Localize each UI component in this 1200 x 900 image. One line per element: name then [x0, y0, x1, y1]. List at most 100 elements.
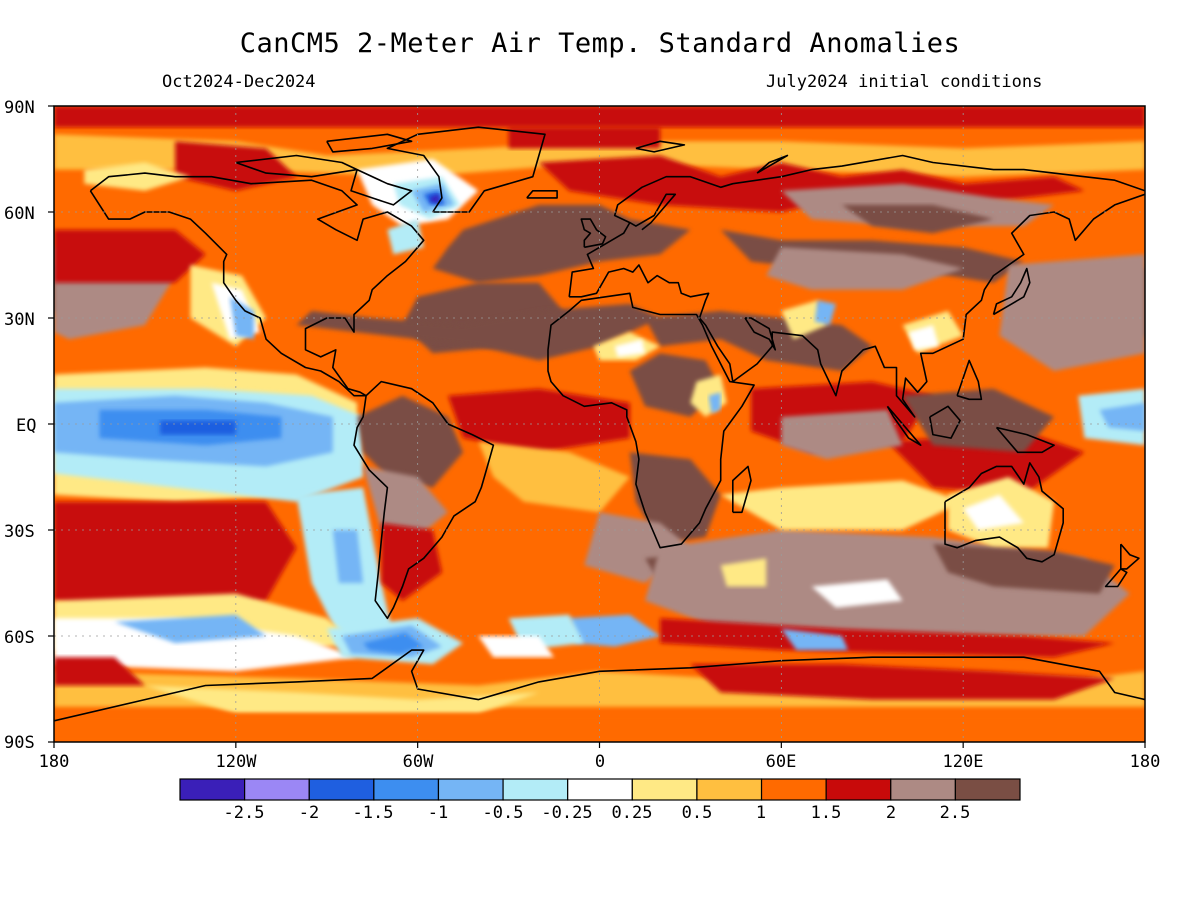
- coastline-segment: [580, 218, 607, 249]
- coastline-segment: [992, 267, 1031, 316]
- anomaly-region: [478, 636, 554, 658]
- anomaly-region: [84, 162, 191, 191]
- lon-label-60w: 60W: [403, 752, 434, 772]
- anomaly-region: [508, 127, 661, 149]
- coastline-segment: [353, 380, 495, 620]
- lon-label-180w: 180: [39, 752, 70, 772]
- lon-labels: 180 120W 60W 0 60E 120E 180: [39, 752, 1161, 772]
- coastline-segment: [547, 292, 755, 549]
- coastline-segment: [568, 154, 1145, 297]
- colorbar-label: -2: [299, 803, 319, 823]
- colorbar-swatch: [954, 778, 1021, 801]
- anomaly-region: [381, 522, 442, 601]
- lat-label-30n: 30N: [4, 310, 35, 330]
- anomaly-region: [432, 204, 691, 283]
- colorbar-swatch: [567, 778, 633, 801]
- colorbar-label: 2.5: [940, 803, 971, 823]
- anomaly-region: [296, 303, 661, 361]
- colorbar-swatch: [308, 778, 375, 801]
- coastline-segment: [1120, 543, 1140, 570]
- anomaly-region: [54, 618, 358, 672]
- anomaly-region: [720, 558, 767, 587]
- anomaly-region: [781, 409, 903, 460]
- colorbar-label: 0.25: [612, 803, 653, 823]
- anomaly-region: [811, 579, 903, 608]
- anomaly-region: [478, 441, 630, 513]
- coastline-segment: [326, 133, 413, 153]
- anomaly-region: [114, 614, 267, 644]
- anomaly-region: [999, 254, 1145, 371]
- anomaly-region: [54, 713, 1145, 742]
- anomaly-region: [54, 229, 206, 283]
- anomaly-region: [54, 106, 1145, 128]
- anomaly-region: [332, 530, 364, 583]
- colorbar-swatch: [631, 778, 698, 801]
- coastline-segment: [526, 190, 558, 199]
- coastline-segment: [635, 140, 686, 153]
- anomaly-region: [963, 494, 1024, 530]
- map-title: CanCM5 2-Meter Air Temp. Standard Anomal…: [239, 28, 961, 59]
- anomaly-region: [614, 339, 645, 357]
- anomaly-region: [629, 452, 721, 545]
- colorbar-swatch: [890, 778, 956, 801]
- anomaly-region: [569, 614, 661, 647]
- axis-ticks: [48, 105, 1146, 748]
- anomaly-region: [841, 204, 994, 234]
- lon-label-120w: 120W: [216, 752, 258, 772]
- anomaly-region: [357, 395, 464, 488]
- anomaly-region: [229, 296, 254, 340]
- colorbar-swatch: [696, 778, 763, 801]
- anomaly-region: [387, 219, 424, 255]
- lon-label-60e: 60E: [766, 752, 797, 772]
- grid-lines: [54, 106, 1145, 742]
- coastline-segment: [629, 193, 677, 231]
- anomaly-region: [429, 194, 439, 204]
- lat-label-60s: 60S: [4, 628, 35, 648]
- colorbar: [179, 778, 1021, 801]
- anomaly-region: [363, 632, 424, 654]
- colorbar-label: -2.5: [224, 803, 265, 823]
- colorbar-label: -0.25: [541, 803, 592, 823]
- coastline-segment: [944, 462, 1064, 563]
- lat-labels: 90N 60N 30N EQ 30S 60S 90S: [4, 98, 36, 753]
- anomaly-region: [781, 300, 827, 340]
- coastline-segment: [1104, 568, 1128, 588]
- initial-conditions: July2024 initial conditions: [766, 72, 1043, 92]
- anomaly-region: [690, 664, 1115, 700]
- lon-label-120e: 120E: [943, 752, 984, 772]
- colorbar-labels: -2.5 -2 -1.5 -1 -0.5 -0.25 0.25 0.5 1 1.…: [224, 803, 971, 823]
- lat-label-30s: 30S: [4, 522, 35, 542]
- colorbar-swatch: [244, 778, 310, 801]
- coastline-segment: [350, 168, 413, 206]
- coastline-segment: [386, 126, 546, 213]
- colorbar-label: 0.5: [682, 803, 713, 823]
- anomaly-region: [175, 141, 297, 191]
- lon-label-180e: 180: [1130, 752, 1161, 772]
- colorbar-swatch: [373, 778, 440, 801]
- lat-label-90n: 90N: [4, 98, 35, 118]
- anomaly-region: [160, 420, 236, 435]
- colorbar-label: 2: [886, 803, 896, 823]
- anomaly-region: [887, 431, 1085, 495]
- anomaly-region: [908, 325, 939, 350]
- colorbar-label: -1: [428, 803, 448, 823]
- coastline-segment: [886, 405, 922, 446]
- colorbar-label: 1: [756, 803, 766, 823]
- coastline-segment: [744, 317, 777, 351]
- colorbar-swatch: [179, 778, 246, 801]
- colorbar-label: 1.5: [811, 803, 842, 823]
- coastline-segment: [929, 405, 961, 439]
- anomaly-region: [814, 300, 836, 326]
- anomaly-field: [54, 106, 1145, 742]
- anomaly-region: [766, 247, 964, 290]
- anomaly-region: [708, 392, 721, 414]
- anomaly-region: [144, 685, 539, 714]
- anomaly-region: [54, 657, 145, 686]
- lat-label-90s: 90S: [4, 733, 35, 753]
- anomaly-region: [660, 618, 1115, 658]
- coastline-segment: [995, 426, 1055, 454]
- lat-label-60n: 60N: [4, 204, 35, 224]
- colorbar-swatch: [502, 778, 569, 801]
- colorbar-label: -1.5: [353, 803, 394, 823]
